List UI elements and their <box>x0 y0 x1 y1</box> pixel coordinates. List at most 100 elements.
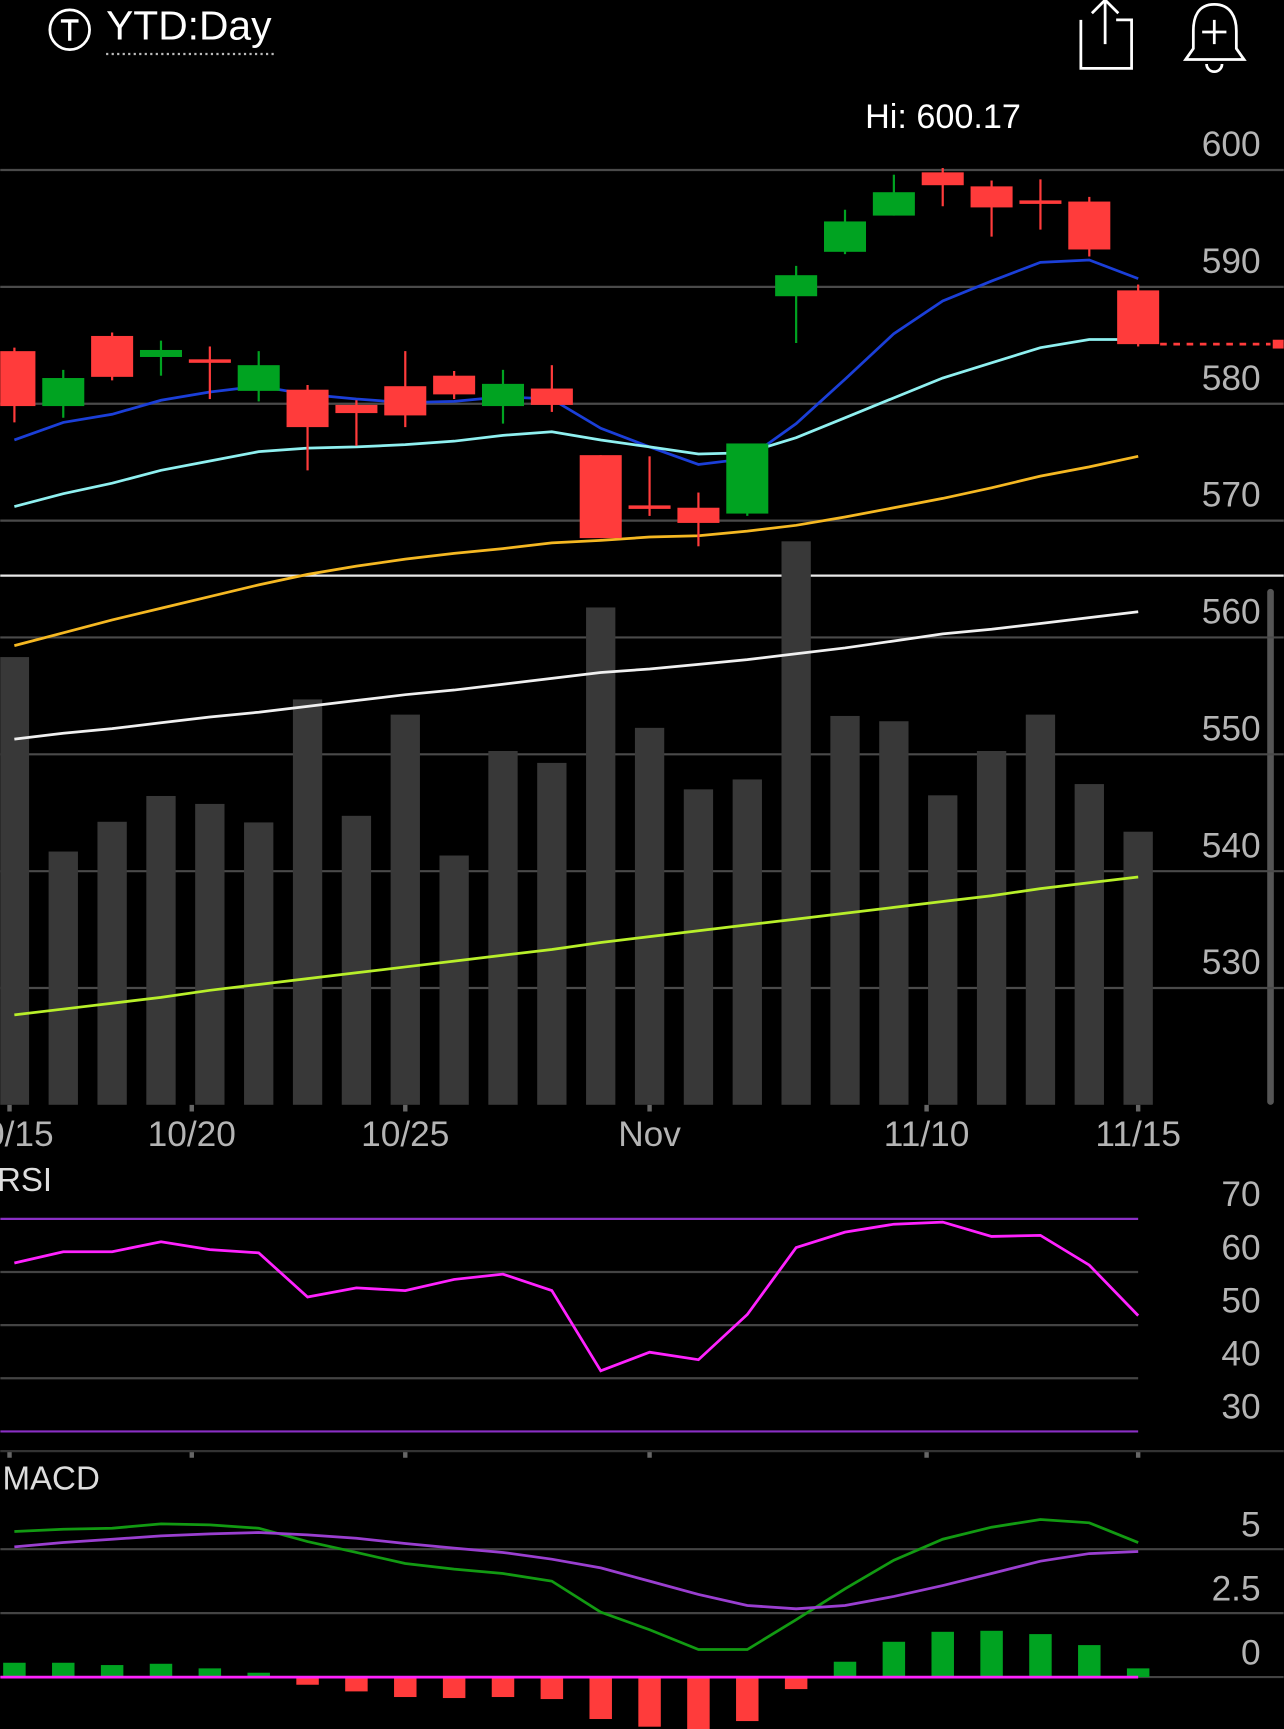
candle-body <box>237 365 280 391</box>
y-tick-label: 580 <box>1202 359 1261 398</box>
y-tick-label: 550 <box>1202 709 1261 748</box>
moving-average-line <box>14 454 1139 647</box>
share-icon[interactable] <box>1079 0 1133 70</box>
macd-histogram-bar <box>198 1668 222 1678</box>
macd-histogram-bar <box>149 1663 173 1678</box>
volume-bar <box>976 751 1007 1105</box>
macd-histogram-bar <box>882 1641 906 1678</box>
candle-body <box>91 335 134 377</box>
ticker-icon[interactable] <box>48 8 91 51</box>
volume-bar <box>781 541 811 1105</box>
macd-title: MACD <box>2 1461 99 1498</box>
macd-histogram-bar <box>1029 1634 1052 1678</box>
volume-bar <box>244 822 274 1105</box>
macd-histogram-bar <box>394 1677 417 1698</box>
candle-body <box>677 507 720 523</box>
rsi-tick-label: 30 <box>1221 1388 1260 1427</box>
macd-histogram-bar <box>345 1677 368 1692</box>
volume-bar <box>1123 831 1153 1105</box>
volume-bar <box>390 714 420 1105</box>
volume-bar <box>488 751 518 1105</box>
y-tick-label: 590 <box>1202 242 1261 281</box>
x-tick-label: 11/15 <box>1095 1115 1181 1154</box>
candle-body <box>872 192 915 216</box>
x-tick-label: 10/20 <box>148 1115 236 1154</box>
volume-bar <box>292 699 323 1105</box>
moving-average-line <box>13 258 1139 466</box>
last-price-marker <box>1272 339 1284 349</box>
rsi-tick-label: 40 <box>1221 1335 1260 1374</box>
macd-tick-label: 0 <box>1241 1633 1261 1672</box>
volume-bar <box>586 607 616 1105</box>
x-tick-label: 11/10 <box>884 1115 970 1154</box>
moving-average-line <box>14 338 1139 508</box>
macd-histogram-bar <box>638 1677 661 1727</box>
candle-body <box>823 221 867 252</box>
x-axis: 10/15 10/20 10/25 Nov 11/10 11/15 <box>0 1104 1284 1458</box>
macd-histogram-bar <box>491 1677 515 1698</box>
period-title[interactable]: YTD:Day <box>106 2 272 48</box>
volume-bar <box>830 715 860 1105</box>
header: YTD:Day <box>48 0 1247 73</box>
candles <box>0 168 1284 547</box>
candle-body <box>1117 290 1160 345</box>
macd-histogram-bar <box>833 1661 857 1678</box>
macd-histogram-bar <box>100 1665 124 1678</box>
y-tick-label: 570 <box>1202 476 1261 515</box>
candle-body <box>0 351 36 407</box>
macd-histogram-bar <box>736 1677 759 1722</box>
volume-bar <box>634 727 665 1105</box>
macd-histogram-bar <box>1078 1645 1101 1678</box>
x-tick-label: 10/25 <box>361 1115 449 1154</box>
volume-bar <box>879 721 909 1105</box>
volume-bar <box>48 851 78 1105</box>
volume-bar <box>732 779 762 1105</box>
macd-tick-label: 5 <box>1241 1505 1261 1544</box>
macd-tick-label: 2.5 <box>1212 1569 1261 1608</box>
macd-panel: 02.55 <box>0 1505 1284 1729</box>
candle-body <box>1068 201 1111 250</box>
price-grid: 530 540 550 560 570 580 590 600 <box>0 125 1284 990</box>
volume-bar <box>928 795 958 1105</box>
candle-body <box>433 375 476 395</box>
macd-histogram-bar <box>931 1631 954 1678</box>
macd-histogram-bar <box>296 1677 319 1685</box>
y-tick-label: 600 <box>1202 125 1261 164</box>
volume-bar <box>97 821 127 1105</box>
volume-bar <box>0 657 30 1105</box>
scrollbar[interactable] <box>1267 588 1274 1105</box>
macd-histogram-bar <box>52 1662 75 1678</box>
macd-histogram-bar <box>247 1672 270 1678</box>
candle-body <box>530 388 573 405</box>
alert-icon[interactable] <box>1182 3 1247 73</box>
volume-bar <box>1025 714 1056 1105</box>
macd-histogram-bar <box>687 1677 710 1729</box>
candle-body <box>139 349 182 357</box>
volume-bar <box>146 795 176 1105</box>
rsi-panel: 30 40 50 60 70 <box>0 1175 1261 1433</box>
candle-body <box>726 443 769 514</box>
volume-bar <box>341 815 372 1105</box>
macd-histogram-bar <box>784 1677 808 1690</box>
macd-histogram-bar <box>1126 1668 1150 1678</box>
macd-histogram-bar <box>540 1677 564 1700</box>
moving-averages <box>13 258 1139 1017</box>
volume-bar <box>439 855 469 1105</box>
volume-bar <box>1074 784 1104 1105</box>
volume-bar <box>195 803 225 1105</box>
candle-body <box>579 455 622 539</box>
candle-body <box>628 505 671 509</box>
candle-body <box>1019 200 1062 204</box>
rsi-tick-label: 60 <box>1221 1228 1260 1267</box>
volume-bar <box>683 789 714 1105</box>
candle-body <box>481 383 525 407</box>
volume-bar <box>537 762 567 1105</box>
rsi-title: RSI <box>0 1162 52 1199</box>
moving-average-line <box>14 875 1139 1017</box>
candle-body <box>335 404 378 414</box>
candle-body <box>188 359 231 363</box>
moving-average-line <box>14 610 1139 741</box>
macd-line <box>14 1518 1139 1651</box>
